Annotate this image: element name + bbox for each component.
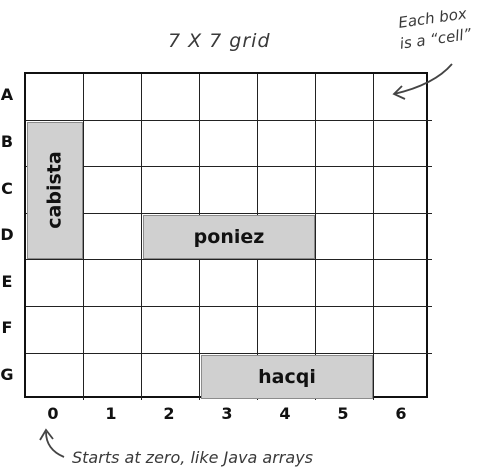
column-label-1: 1 [105, 404, 117, 423]
grid-cell-b1 [84, 120, 142, 168]
grid-cell-f2 [142, 307, 200, 354]
grid-cell-a4 [258, 74, 316, 121]
grid-cell-g1 [84, 353, 142, 401]
grid-cell-a0 [26, 74, 84, 121]
zero-note-arrowhead [39, 428, 54, 441]
grid-cell-e1 [84, 260, 142, 307]
grid-cell-a2 [142, 74, 200, 121]
row-label-a: A [0, 85, 14, 105]
grid-cell-f0 [26, 307, 84, 354]
grid-cell-c1 [84, 167, 142, 214]
ship-label-hacqi: hacqi [258, 365, 316, 388]
row-label-f: F [1, 318, 13, 338]
grid-cell-g0 [26, 353, 84, 401]
grid-cell-e0 [26, 260, 84, 307]
grid-cell-g2 [142, 353, 200, 401]
grid-cell-d0 [26, 213, 84, 261]
zero-index-note: Starts at zero, like Java arrays [72, 448, 313, 467]
grid-cell-c6 [374, 167, 432, 214]
ship-hacqi: hacqi [201, 354, 373, 400]
column-label-5: 5 [337, 404, 349, 423]
grid-cell-c2 [142, 167, 200, 214]
cell-note-arrow [393, 63, 453, 95]
column-label-6: 6 [395, 404, 407, 423]
column-label-3: 3 [221, 404, 233, 423]
grid-cell-a5 [316, 74, 374, 121]
grid-cell-c5 [316, 167, 374, 214]
grid-cell-b4 [258, 120, 316, 168]
row-label-g: G [0, 364, 14, 384]
column-label-2: 2 [163, 404, 175, 423]
grid-cell-b3 [200, 120, 258, 168]
grid-title: 7 X 7 grid [168, 30, 271, 52]
grid-cell-c3 [200, 167, 258, 214]
grid-cell-d1 [84, 213, 142, 261]
grid-cell-d4 [258, 213, 316, 261]
grid-cell-d6 [374, 214, 432, 261]
ship-poniez: poniez [143, 214, 315, 260]
grid-cell-a6 [374, 74, 432, 121]
grid-cell-f4 [258, 307, 316, 354]
ship-label-poniez: poniez [193, 226, 265, 249]
ship-cabista: cabista [27, 121, 83, 260]
cell-note-arrowhead [392, 85, 406, 100]
grid-cell-g5 [316, 353, 374, 401]
grid-cell-a1 [84, 74, 142, 121]
grid-cell-b5 [316, 120, 374, 168]
grid-cell-f1 [84, 307, 142, 354]
grid-cell-f6 [374, 307, 432, 354]
grid-cell-d5 [316, 213, 374, 261]
row-label-e: E [1, 271, 13, 291]
grid-cell-e3 [200, 260, 258, 307]
grid-cell-b2 [142, 120, 200, 168]
zero-note-arrow [45, 431, 65, 458]
grid-cell-c4 [258, 167, 316, 214]
grid-cell-a3 [200, 74, 258, 121]
grid-cell-f5 [316, 307, 374, 354]
column-label-0: 0 [47, 404, 59, 423]
row-label-c: C [1, 178, 13, 198]
grid-cell-e4 [258, 260, 316, 307]
row-label-b: B [0, 131, 14, 151]
grid-cell-e2 [142, 260, 200, 307]
grid-cell-e5 [316, 260, 374, 307]
grid-cell-b6 [374, 121, 432, 168]
grid-cell-e6 [374, 260, 432, 307]
game-grid: cabista poniez hacqi [24, 72, 432, 401]
row-label-d: D [0, 225, 14, 245]
column-label-4: 4 [279, 404, 291, 423]
grid-cell-f3 [200, 307, 258, 354]
